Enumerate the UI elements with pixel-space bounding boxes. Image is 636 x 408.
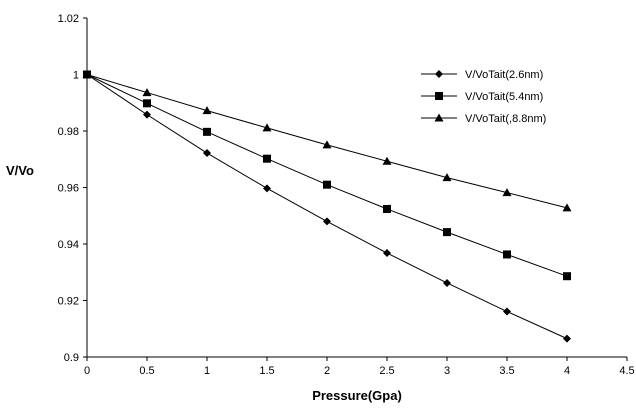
legend-marker-triangle: [434, 113, 444, 122]
data-point-diamond: [563, 334, 571, 343]
data-point-triangle: [82, 70, 92, 78]
x-tick-label: 2: [324, 365, 330, 377]
data-point-diamond: [443, 278, 451, 287]
data-point-triangle: [502, 188, 512, 197]
data-point-triangle: [142, 88, 152, 97]
data-point-triangle: [562, 203, 572, 212]
legend-label: V/VoTait(5.4nm): [465, 91, 543, 103]
data-point-triangle: [322, 140, 332, 149]
legend-label: V/VoTait(2.6nm): [465, 69, 543, 81]
y-tick-label: 1.02: [58, 13, 79, 25]
data-point-square: [263, 154, 271, 163]
data-point-square: [503, 250, 511, 259]
data-point-triangle: [442, 173, 452, 182]
data-point-square: [323, 180, 331, 189]
y-tick-label: 0.98: [58, 126, 79, 138]
y-tick-label: 0.96: [58, 183, 79, 195]
x-axis-title: Pressure(Gpa): [312, 388, 402, 403]
legend-item: V/VoTait(,8.8nm): [421, 113, 546, 125]
data-point-triangle: [202, 106, 212, 115]
data-point-square: [563, 272, 571, 281]
x-tick-label: 0: [84, 365, 90, 377]
data-point-square: [443, 228, 451, 237]
y-tick-label: 0.94: [58, 239, 79, 251]
x-tick-label: 2.5: [379, 365, 394, 377]
legend: V/VoTait(2.6nm) V/VoTait(5.4nm) V/VoTait(,…: [421, 69, 546, 125]
legend-label: V/VoTait(,8.8nm): [465, 113, 546, 125]
series-line-square: [86, 74, 568, 277]
y-tick-label: 0.9: [64, 352, 79, 364]
y-ticks: 0.9 0.92 0.94 0.96 0.98 1 1.02: [58, 13, 87, 364]
data-point-triangle: [262, 123, 272, 132]
x-tick-label: 1: [204, 365, 210, 377]
x-tick-label: 4.5: [619, 365, 634, 377]
y-tick-label: 0.92: [58, 296, 79, 308]
data-point-diamond: [143, 110, 151, 119]
data-point-triangle: [382, 156, 392, 165]
x-tick-label: 4: [564, 365, 570, 377]
x-tick-label: 3: [444, 365, 450, 377]
legend-marker-diamond: [435, 70, 443, 78]
data-point-square: [383, 204, 391, 213]
x-tick-label: 3.5: [499, 365, 514, 377]
legend-marker-square: [435, 92, 443, 100]
y-axis-title: V/Vo: [6, 163, 34, 178]
data-point-diamond: [203, 149, 211, 158]
data-point-diamond: [383, 249, 391, 258]
x-tick-label: 0.5: [139, 365, 154, 377]
data-point-diamond: [503, 307, 511, 316]
legend-item: V/VoTait(2.6nm): [421, 69, 543, 81]
axes: [86, 18, 627, 358]
series-markers: [82, 70, 572, 343]
data-point-diamond: [263, 184, 271, 193]
data-point-square: [143, 99, 151, 108]
x-ticks: 0 0.5 1 1.5 2 2.5 3 3.5 4 4.5: [84, 357, 635, 377]
legend-item: V/VoTait(5.4nm): [421, 91, 543, 103]
y-tick-label: 1: [73, 70, 79, 82]
data-point-diamond: [323, 217, 331, 226]
x-tick-label: 1.5: [259, 365, 274, 377]
data-point-square: [203, 127, 211, 136]
